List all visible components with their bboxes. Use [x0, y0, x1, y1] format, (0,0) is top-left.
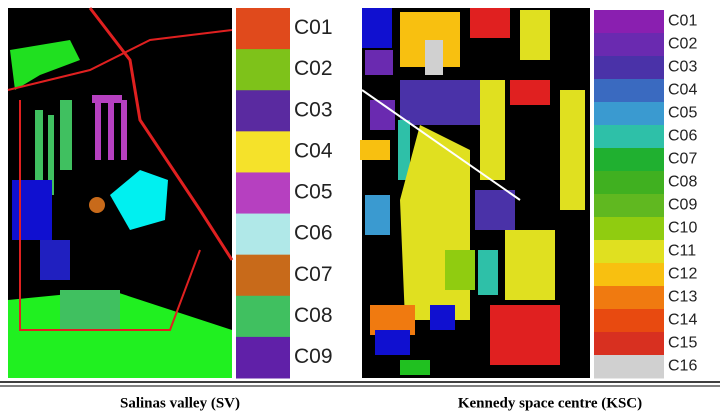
legend-swatch [236, 131, 290, 173]
legend-label: C11 [668, 243, 696, 260]
legend-swatch [594, 125, 664, 149]
legend-label: C09 [294, 345, 333, 368]
legend-swatch [236, 337, 290, 379]
legend-label: C04 [294, 139, 333, 162]
legend-label: C07 [294, 263, 333, 286]
legend-swatch [594, 33, 664, 57]
legend-label: C16 [668, 358, 697, 375]
legend-label: C14 [668, 312, 697, 329]
legend-swatch [594, 309, 664, 333]
legend-label: C08 [294, 304, 333, 327]
legend-swatch [594, 332, 664, 356]
ksc-map [360, 8, 590, 378]
legend-swatch [236, 214, 290, 256]
legend-swatch [594, 148, 664, 172]
legend-label: C01 [294, 16, 333, 39]
figure: C01 C02 C03 C04 C05 C06 C07 C08 C09 C01 C02 C03 C04 C… [0, 0, 720, 415]
legend-label: C07 [668, 151, 697, 168]
sv-map [8, 8, 232, 378]
legend-label: C08 [668, 174, 697, 191]
legend-swatch [594, 79, 664, 103]
legend-label: C05 [294, 181, 333, 204]
legend-swatch [594, 217, 664, 241]
legend-label: C02 [668, 36, 697, 53]
legend-swatch [236, 90, 290, 132]
legend-label: C06 [294, 222, 333, 245]
legend-swatch [594, 286, 664, 310]
caption: Kennedy space centre (KSC) [458, 395, 642, 411]
legend-swatch [594, 263, 664, 287]
legend-swatch [236, 296, 290, 338]
legend-swatch [594, 10, 664, 34]
legend-label: C13 [668, 289, 697, 306]
legend-swatch [236, 49, 290, 91]
legend-label: C10 [668, 220, 697, 237]
legend-swatch [236, 172, 290, 214]
legend-label: C05 [668, 105, 697, 122]
legend-label: C09 [668, 197, 697, 214]
legend-swatch [594, 56, 664, 80]
legend-label: C15 [668, 335, 697, 352]
legend-label: C04 [668, 82, 697, 99]
legend-label: C06 [668, 128, 697, 145]
legend-label: C03 [294, 98, 333, 121]
legend-swatch [236, 8, 290, 50]
legend-label: C03 [668, 59, 697, 76]
legend-swatch [594, 194, 664, 218]
legend-label: C01 [668, 13, 697, 30]
caption: Salinas valley (SV) [120, 395, 240, 411]
legend-label: C12 [668, 266, 697, 283]
legend-swatch [594, 102, 664, 126]
legend-swatch [594, 355, 664, 379]
legend-swatch [236, 255, 290, 297]
legend-label: C02 [294, 57, 333, 80]
legend-swatch [594, 171, 664, 195]
legend-swatch [594, 240, 664, 264]
